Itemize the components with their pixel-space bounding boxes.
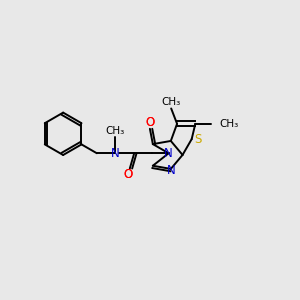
- Text: O: O: [124, 168, 133, 181]
- Text: S: S: [194, 133, 202, 146]
- Text: CH₃: CH₃: [220, 119, 239, 129]
- Text: CH₃: CH₃: [161, 97, 180, 107]
- Text: O: O: [145, 116, 154, 129]
- Text: N: N: [111, 147, 119, 160]
- Text: N: N: [164, 147, 173, 160]
- Text: O: O: [145, 116, 154, 129]
- Text: CH₃: CH₃: [106, 126, 125, 136]
- Text: N: N: [167, 164, 175, 177]
- Text: O: O: [124, 168, 133, 181]
